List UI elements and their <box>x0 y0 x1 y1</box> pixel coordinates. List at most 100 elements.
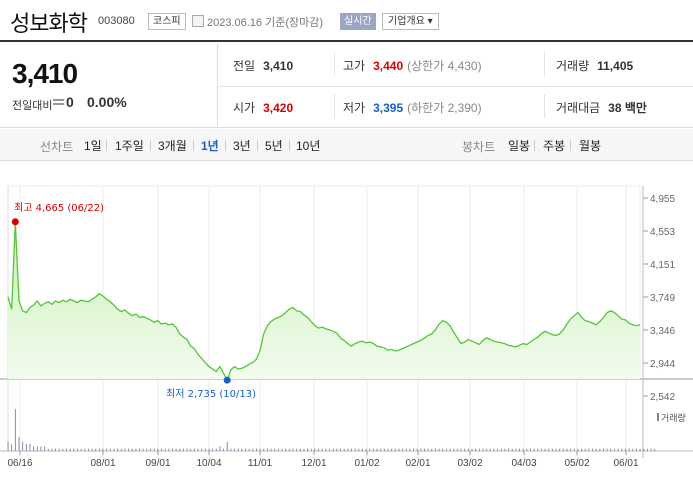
tab-5year[interactable]: 5년 <box>265 139 283 153</box>
x-tick-label: 08/01 <box>90 458 115 469</box>
tab-1week[interactable]: 1주일 <box>115 139 144 153</box>
volume-value: 11,405 <box>597 59 634 73</box>
volume-bar <box>478 448 480 451</box>
volume-bar <box>445 448 447 451</box>
realtime-button[interactable]: 실시간 <box>340 13 376 30</box>
volume-bar <box>493 448 495 451</box>
volume-bar <box>427 448 429 451</box>
divider <box>544 52 545 76</box>
volume-bar <box>394 448 396 451</box>
volume-bar <box>73 448 75 451</box>
volume-bar <box>540 448 542 451</box>
volume-bar <box>581 448 583 451</box>
volume-bar <box>460 448 462 451</box>
volume-bar <box>44 446 46 451</box>
volume-bar <box>621 448 623 451</box>
volume-bar <box>168 448 170 451</box>
volume-bar <box>226 441 228 451</box>
tab-monthly-candle[interactable]: 월봉 <box>579 139 602 153</box>
tab-1day[interactable]: 1일 <box>84 139 102 153</box>
divider <box>334 52 335 76</box>
price-chart[interactable]: 4,955 4,553 4,151 3,749 3,346 2,944 2,542 06/1… <box>0 160 693 479</box>
current-price-box: 3,410 전일대비 0 0.00% <box>0 44 218 128</box>
volume-bar <box>584 448 586 451</box>
tab-weekly-candle[interactable]: 주봉 <box>543 139 566 153</box>
volume-bar <box>310 448 312 451</box>
volume-bar <box>157 448 159 451</box>
volume-bar <box>635 448 637 451</box>
volume-bar <box>522 448 524 451</box>
volume-bar <box>361 448 363 451</box>
volume-bar <box>372 448 374 451</box>
volume-bar <box>464 448 466 451</box>
tab-3year[interactable]: 3년 <box>233 139 251 153</box>
volume-bar <box>420 448 422 451</box>
volume-bar <box>113 448 115 451</box>
volume-bar <box>508 448 509 451</box>
volume-bar <box>332 448 334 451</box>
volume-bar <box>526 448 528 451</box>
tab-divider <box>193 140 194 151</box>
volume-bar <box>296 448 298 451</box>
volume-bar <box>22 441 24 451</box>
tab-1year[interactable]: 1년 <box>201 139 219 153</box>
tab-daily-candle[interactable]: 일봉 <box>508 139 531 153</box>
high-annotation: 최고 4,665 (06/22) <box>14 202 104 214</box>
x-tick-label: 03/02 <box>457 458 482 469</box>
volume-bar <box>329 448 330 451</box>
volume-bar <box>646 448 648 451</box>
volume-bar <box>573 448 575 451</box>
volume-bar <box>610 448 612 451</box>
candle-chart-label: 봉차트 <box>462 140 496 154</box>
volume-bar <box>391 448 393 451</box>
volume-bar <box>208 448 210 451</box>
tab-10year[interactable]: 10년 <box>296 139 321 153</box>
company-overview-button[interactable]: 기업개요 ▾ <box>382 13 439 30</box>
volume-bar <box>365 448 367 451</box>
volume-bar <box>241 448 243 451</box>
volume-bar <box>285 448 287 451</box>
volume-bar <box>343 448 345 451</box>
volume-bar <box>66 448 67 451</box>
lower-limit: (하한가 2,390) <box>407 101 482 115</box>
y-tick-label: 4,553 <box>650 227 675 238</box>
tab-divider <box>289 140 290 151</box>
divider <box>334 94 335 118</box>
volume-bar <box>599 448 601 451</box>
volume-bar <box>237 448 239 451</box>
volume-bar <box>453 448 455 451</box>
volume-bar <box>566 448 568 451</box>
volume-bar <box>40 446 42 451</box>
prev-close-value: 3,410 <box>263 59 294 73</box>
volume-bar <box>515 448 517 451</box>
volume-bar <box>555 448 557 451</box>
volume-bar <box>486 448 488 451</box>
volume-bar <box>548 448 550 451</box>
volume-bar <box>109 448 111 451</box>
volume-bar <box>77 448 78 451</box>
volume-bar <box>150 448 151 451</box>
price-line <box>7 221 641 382</box>
volume-bar <box>336 448 338 451</box>
volume-bar <box>595 448 597 451</box>
volume-bar <box>245 448 246 451</box>
current-price: 3,410 <box>12 58 78 89</box>
volume-bar <box>230 448 232 451</box>
volume-bar <box>51 448 53 451</box>
volume-bar <box>321 448 323 451</box>
volume-bar <box>354 448 356 451</box>
volume-bar <box>256 448 257 451</box>
y-tick-label: 2,542 <box>650 392 675 403</box>
volume-bar <box>47 448 49 451</box>
volume-bar <box>617 448 619 451</box>
stock-header: 성보화학 003080 코스피 2023.06.16 기준(장마감) 실시간 기… <box>0 0 693 42</box>
x-tick-label: 06/16 <box>7 458 32 469</box>
volume-bar <box>325 448 327 451</box>
volume-bar <box>606 448 608 451</box>
volume-bar <box>274 448 276 451</box>
volume-bar <box>504 448 506 451</box>
volume-bar <box>435 448 436 451</box>
volume-bar <box>161 448 162 451</box>
high-label: 고가 <box>343 59 366 73</box>
tab-3month[interactable]: 3개월 <box>158 139 187 153</box>
